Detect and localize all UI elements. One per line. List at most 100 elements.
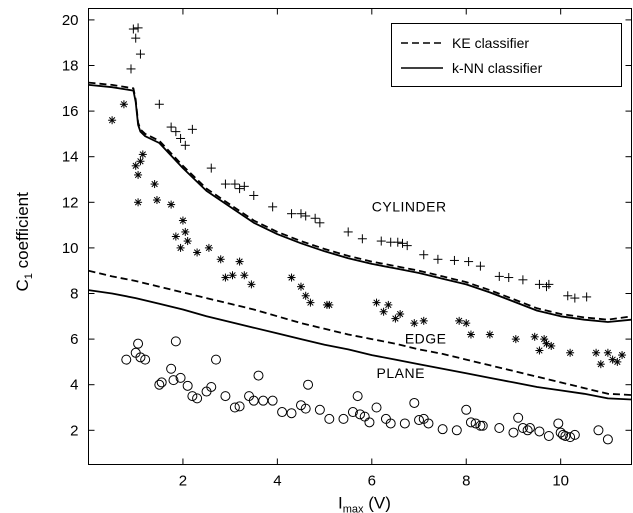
edge-point-stroke <box>326 301 333 309</box>
plane-point <box>314 404 325 415</box>
cylinder-point <box>301 211 311 221</box>
edge-point <box>455 316 464 325</box>
edge-point <box>603 348 612 357</box>
edge-point <box>410 319 419 328</box>
edge-point-stroke <box>455 317 463 325</box>
cylinder-point <box>180 140 190 150</box>
edge-point-stroke <box>205 244 213 252</box>
cylinder-point <box>131 33 141 43</box>
edge-point-stroke <box>385 301 392 309</box>
cylinder-point <box>504 273 514 283</box>
region-annotations: CYLINDER EDGE PLANE <box>372 198 447 381</box>
plane-point <box>565 432 576 443</box>
edge-point-stroke <box>139 151 146 158</box>
y-axis-title-main: C <box>13 279 32 291</box>
cylinder-point <box>475 261 485 271</box>
edge-point-stroke <box>604 349 612 356</box>
edge-point-stroke <box>540 335 548 343</box>
series-line-1 <box>88 289 632 401</box>
edge-point <box>183 237 192 246</box>
plane-point <box>522 425 533 436</box>
edge-point <box>372 298 381 307</box>
plane-point <box>253 370 264 381</box>
plane-point <box>175 372 186 383</box>
edge-point <box>150 180 159 189</box>
cylinder-point <box>534 279 544 289</box>
plane-point <box>508 427 519 438</box>
cylinder-point <box>133 23 143 33</box>
edge-point-stroke <box>614 358 621 366</box>
edge-point <box>396 310 405 319</box>
edge-point-stroke <box>217 256 224 263</box>
x-axis-title-main: I <box>338 494 343 513</box>
cylinder-point <box>518 275 528 285</box>
y-tick-label: 18 <box>62 58 79 75</box>
plane-point <box>475 420 486 431</box>
plot-frame <box>88 8 632 465</box>
edge-point <box>235 257 244 266</box>
y-tick-label: 8 <box>70 286 78 303</box>
plane-point <box>414 415 425 426</box>
edge-point-stroke <box>486 331 494 338</box>
edge-point <box>152 196 161 205</box>
edge-point-stroke <box>531 333 538 341</box>
edge-point-stroke <box>302 292 309 299</box>
edge-point-stroke <box>236 258 243 265</box>
edge-point-stroke <box>153 196 161 204</box>
edge-point-stroke <box>248 281 255 288</box>
cylinder-point <box>393 237 403 247</box>
plane-point <box>182 380 193 391</box>
plane-point <box>437 424 448 435</box>
edge-point <box>119 100 128 109</box>
region-label-edge: EDGE <box>405 331 447 347</box>
cylinder-point <box>187 124 197 134</box>
edge-point <box>247 280 256 289</box>
edge-point <box>306 298 315 307</box>
plane-point <box>477 420 488 431</box>
x-axis-title: Imax (V) <box>338 494 391 513</box>
cylinder-point <box>582 292 592 302</box>
cylinder-point <box>220 179 230 189</box>
plane-point <box>385 418 396 429</box>
edge-point-stroke <box>288 274 295 281</box>
edge-point-stroke <box>241 272 248 279</box>
edge-point-stroke <box>297 283 305 290</box>
plane-point <box>192 393 203 404</box>
plane-point <box>156 377 167 388</box>
cylinder-point <box>563 291 573 301</box>
edge-point-stroke <box>463 319 470 327</box>
edge-point-stroke <box>380 308 387 315</box>
cylinder-point <box>402 241 412 251</box>
edge-point <box>167 200 176 209</box>
edge-point-stroke <box>151 180 158 188</box>
y-tick-label: 12 <box>62 194 79 211</box>
edge-point-stroke <box>108 117 116 124</box>
cylinder-point <box>287 209 297 219</box>
plane-point <box>267 395 278 406</box>
edge-point-stroke <box>120 101 128 108</box>
plane-point <box>470 418 481 429</box>
plane-point <box>399 418 410 429</box>
plane-point <box>513 412 524 423</box>
edge-point-stroke <box>222 274 229 281</box>
edge-point <box>228 271 237 280</box>
edge-point <box>240 271 249 280</box>
edge-point <box>296 282 305 291</box>
plane-point <box>166 363 177 374</box>
cylinder-point <box>268 202 278 212</box>
y-axis-title-sub: 1 <box>23 273 35 279</box>
plane-point <box>524 423 535 434</box>
edge-point-stroke <box>137 158 144 165</box>
region-label-plane: PLANE <box>377 365 425 381</box>
cylinder-point <box>239 181 249 191</box>
plane-point <box>210 354 221 365</box>
cylinder-point <box>397 238 407 248</box>
cylinder-point <box>544 279 554 289</box>
cylinder-point <box>166 122 176 132</box>
cylinder-point <box>171 127 181 137</box>
edge-point-stroke <box>512 335 519 343</box>
plane-point <box>347 407 358 418</box>
edge-point <box>466 330 475 339</box>
edge-point-stroke <box>592 349 600 356</box>
edge-point <box>613 357 622 366</box>
